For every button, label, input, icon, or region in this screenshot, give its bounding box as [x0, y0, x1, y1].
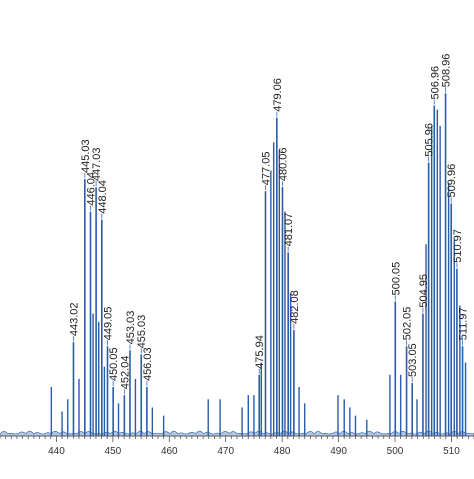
peak-label: 510.97 — [452, 229, 464, 263]
peak-label: 481.07 — [283, 213, 295, 247]
x-tick-label: 470 — [217, 446, 234, 457]
peak-label: 475.94 — [254, 335, 266, 369]
peak-label: 456.03 — [142, 347, 154, 381]
peak-label: 511.97 — [458, 307, 470, 340]
x-tick-label: 510 — [443, 446, 460, 457]
peak-label: 453.03 — [125, 311, 137, 345]
peak-label: 503.05 — [407, 343, 419, 377]
x-tick-label: 490 — [330, 446, 347, 457]
spectrum-trace-layer — [0, 93, 474, 437]
peak-label: 455.03 — [136, 315, 148, 349]
peak-label: 477.05 — [260, 152, 272, 186]
peak-label: 482.08 — [289, 290, 301, 324]
peak-label: 505.96 — [424, 123, 436, 157]
x-tick-label: 450 — [105, 446, 122, 457]
peak-label: 479.06 — [272, 78, 284, 112]
peak-label: 509.96 — [446, 164, 458, 198]
peak-label: 480.06 — [277, 147, 289, 181]
x-tick-label: 440 — [48, 446, 65, 457]
peak-label: 506.96 — [429, 66, 441, 100]
peak-label: 448.04 — [97, 180, 109, 214]
peak-label: 446.04 — [86, 172, 98, 206]
peak-label: 449.05 — [102, 307, 114, 341]
x-tick-label: 500 — [387, 446, 404, 457]
peak-label: 445.03 — [80, 139, 92, 173]
baseline-noise — [0, 430, 474, 437]
peak-leader-layer — [73, 87, 463, 395]
peak-label: 447.03 — [91, 147, 103, 181]
peak-label: 502.05 — [402, 307, 414, 341]
peak-label: 500.05 — [390, 262, 402, 296]
peak-label: 508.96 — [441, 54, 453, 88]
peak-label: 452.04 — [119, 356, 131, 390]
x-tick-label: 460 — [161, 446, 178, 457]
x-axis: 440 450 460 470 480 490 500 510 — [0, 435, 474, 457]
peak-label: 450.05 — [108, 347, 120, 381]
peak-label: 443.02 — [68, 303, 80, 337]
x-tick-label: 480 — [274, 446, 291, 457]
peak-label: 504.95 — [418, 274, 430, 308]
